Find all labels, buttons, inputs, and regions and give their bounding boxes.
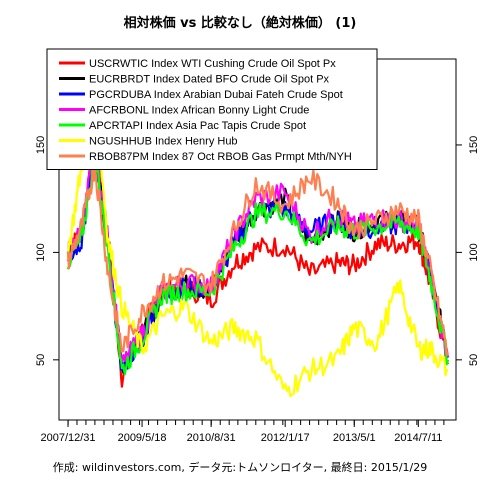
x-axis: 2007/12/31 2009/5/18 2010/8/31 2012/1/17 201… — [40, 420, 445, 444]
legend-label-5: NGUSHHUB Index Henry Hub — [89, 136, 238, 148]
legend-label-2: PGCRDUBA Index Arabian Dubai Fateh Crude… — [89, 89, 343, 101]
x-tick-label-3: 2012/1/17 — [261, 432, 310, 444]
legend-label-1: EUCRBRDT Index Dated BFO Crude Oil Spot … — [89, 74, 330, 86]
x-tick-label-0: 2007/12/31 — [40, 432, 95, 444]
y-tick-label-left-1: 100 — [35, 243, 47, 261]
legend-box — [46, 48, 378, 170]
y-tick-label-left-0: 50 — [35, 354, 47, 366]
y-tick-label-left-2: 150 — [35, 136, 47, 154]
x-tick-label-2: 2010/8/31 — [187, 432, 236, 444]
chart-caption: 作成: wildinvestors.com, データ元:トムソンロイター, 最終… — [53, 460, 427, 474]
series-line-5 — [66, 94, 449, 398]
x-tick-label-1: 2009/5/18 — [118, 432, 167, 444]
y-tick-label-right-1: 100 — [468, 243, 480, 261]
legend: USCRWTIC Index WTI Cushing Crude Oil Spo… — [46, 48, 378, 170]
y-axis-right: 50 100 150 — [456, 136, 480, 366]
legend-label-3: AFCRBONL Index African Bonny Light Crude — [89, 105, 309, 117]
series-line-6 — [66, 166, 450, 356]
legend-label-4: APCRTAPI Index Asia Pac Tapis Crude Spot — [89, 120, 306, 132]
legend-label-6: RBOB87PM Index 87 Oct RBOB Gas Prmpt Mth… — [89, 151, 352, 163]
series-group — [66, 94, 450, 398]
series-line-0 — [66, 145, 449, 388]
legend-label-0: USCRWTIC Index WTI Cushing Crude Oil Spo… — [89, 58, 336, 70]
y-axis-left: 50 100 150 — [35, 136, 59, 366]
y-tick-label-right-2: 150 — [468, 136, 480, 154]
x-tick-label-5: 2014/7/11 — [394, 432, 442, 444]
x-tick-label-4: 2013/5/1 — [333, 432, 376, 444]
y-tick-label-right-0: 50 — [468, 354, 480, 366]
chart-title: 相対株価 vs 比較なし（絶対株価） (1) — [124, 15, 357, 31]
